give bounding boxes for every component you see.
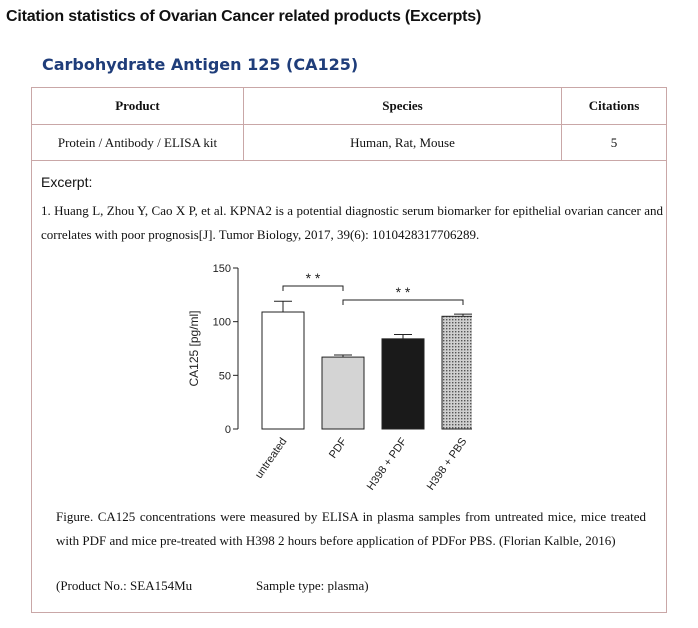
- cell-species: Human, Rat, Mouse: [244, 125, 562, 160]
- product-number: (Product No.: SEA154Mu: [56, 578, 193, 593]
- y-tick-label: 150: [213, 263, 231, 275]
- bar-2: [381, 338, 425, 430]
- x-tick-label-0: untreated: [253, 436, 289, 481]
- bar-chart: 0 50 100 150 CA125 [pg/ml] untreated PDF H398 +…: [187, 263, 472, 493]
- page-title: Citation statistics of Ovarian Cancer re…: [6, 8, 482, 25]
- excerpt-label: Excerpt:: [41, 174, 93, 190]
- table-header-row: Product Species Citations: [32, 88, 666, 125]
- y-axis-label: CA125 [pg/ml]: [187, 310, 201, 386]
- bar-0: [261, 311, 305, 430]
- figure-caption: Figure. CA125 concentrations were measur…: [56, 509, 646, 548]
- significance-bracket-2-label: * *: [396, 284, 411, 300]
- bar-3: [441, 315, 472, 430]
- bar-1: [321, 356, 365, 430]
- significance-bracket-1: [282, 285, 344, 291]
- cell-citations: 5: [610, 134, 618, 150]
- significance-bracket-1-label: * *: [306, 270, 321, 286]
- section-title: Carbohydrate Antigen 125 (CA125): [42, 55, 359, 74]
- x-tick-label-2: H398 + PDF: [365, 436, 410, 493]
- y-tick-label: 100: [213, 317, 231, 329]
- citation-box: Product Species Citations Protein / Anti…: [31, 87, 667, 613]
- y-tick-label: 0: [225, 424, 231, 436]
- y-tick-label: 50: [219, 370, 231, 382]
- header-species: Species: [244, 88, 562, 124]
- sample-type: Sample type: plasma): [256, 578, 369, 593]
- header-citations: Citations: [588, 98, 640, 113]
- cell-product: Protein / Antibody / ELISA kit: [32, 125, 244, 160]
- table-row: Protein / Antibody / ELISA kit Human, Ra…: [32, 125, 666, 161]
- x-tick-label-3: H398 + PBS: [425, 436, 470, 493]
- x-tick-label-1: PDF: [327, 436, 350, 461]
- significance-bracket-2: [342, 299, 464, 305]
- header-product: Product: [32, 88, 244, 124]
- reference-text: 1. Huang L, Zhou Y, Cao X P, et al. KPNA…: [41, 203, 663, 242]
